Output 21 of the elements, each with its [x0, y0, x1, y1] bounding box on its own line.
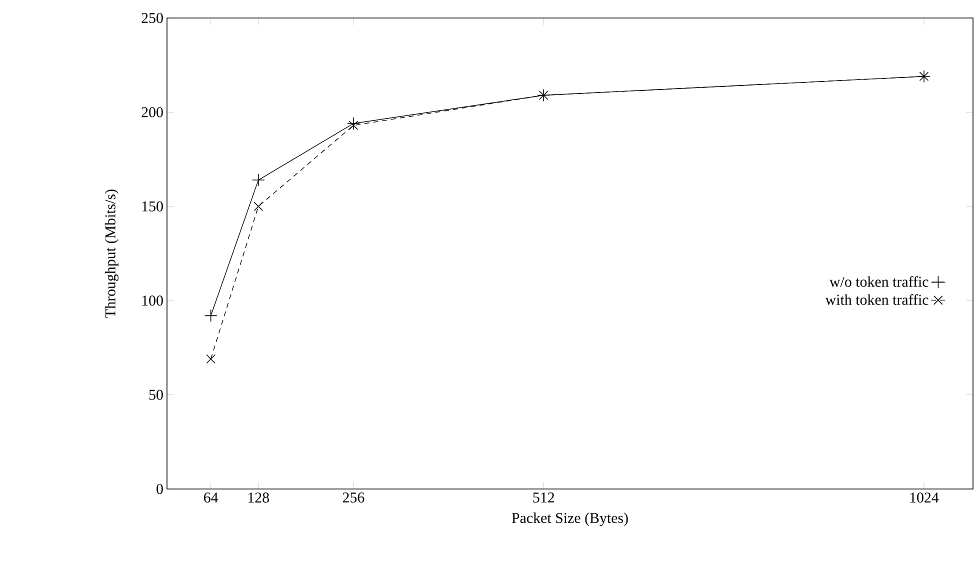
y-tick-label: 200 — [142, 107, 163, 118]
x-tick-label: 128 — [248, 492, 270, 503]
x-tick-label: 1024 — [910, 492, 939, 503]
x-tick-label: 512 — [533, 492, 554, 503]
point — [348, 120, 358, 130]
y-tick-label: 250 — [142, 12, 163, 24]
y-tick-label: 100 — [142, 296, 163, 306]
point — [347, 117, 360, 130]
x-axis-title: Packet Size (Bytes) — [512, 512, 628, 526]
point — [204, 309, 218, 322]
point — [206, 354, 216, 364]
x-tick-label: 256 — [342, 492, 364, 503]
y-tick-label: 50 — [149, 390, 163, 400]
y-tick-label: 0 — [156, 484, 163, 494]
y-tick-label: 150 — [142, 201, 163, 212]
y-axis-title: Throughput (Mbits/s) — [104, 190, 118, 318]
legend-label: w/o token traffic — [829, 276, 928, 287]
point — [252, 174, 265, 186]
legend-label: with token traffic — [825, 294, 928, 305]
x-tick-label: 64 — [204, 492, 218, 503]
point — [254, 202, 264, 212]
